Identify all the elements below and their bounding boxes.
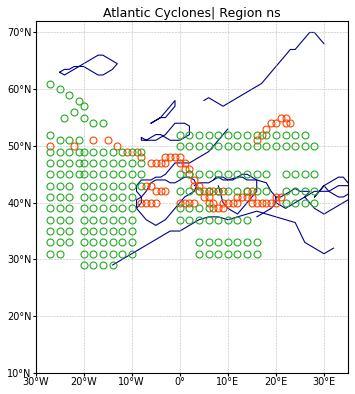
Title: Atlantic Cyclones| Region ns: Atlantic Cyclones| Region ns bbox=[103, 7, 281, 20]
